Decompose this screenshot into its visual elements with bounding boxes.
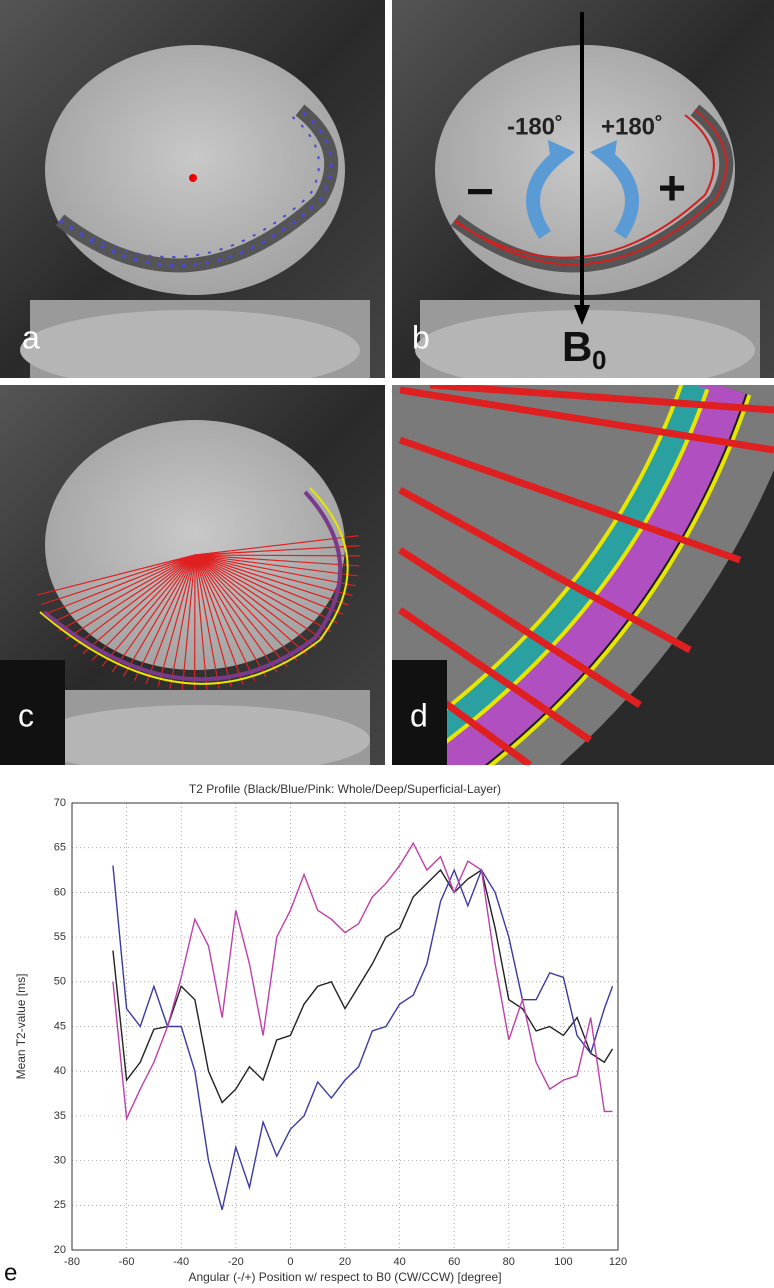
- radial-line: [194, 545, 360, 556]
- radial-line: [194, 554, 359, 577]
- radial-line: [194, 554, 308, 655]
- radial-line: [101, 554, 196, 667]
- panel-a: a: [0, 0, 385, 378]
- sign-label: +: [658, 163, 686, 216]
- radial-line: [37, 554, 196, 596]
- radial-lines: [37, 535, 360, 691]
- y-axis-label: Mean T2-value [ms]: [14, 974, 28, 1080]
- radial-line: [194, 554, 208, 690]
- radial-line: [194, 554, 332, 633]
- x-tick-label: 60: [448, 1256, 460, 1268]
- x-tick-label: 40: [393, 1256, 405, 1268]
- radial-line: [181, 554, 196, 690]
- y-tick-label: 35: [54, 1110, 66, 1122]
- angle-label: -180˚: [507, 113, 563, 140]
- x-tick-label: 120: [609, 1256, 627, 1268]
- radial-line: [194, 554, 298, 662]
- y-tick-label: 70: [54, 797, 66, 809]
- x-tick-label: 20: [339, 1256, 351, 1268]
- radial-line: [194, 554, 256, 682]
- x-axis-label: Angular (-/+) Position w/ respect to B0 …: [188, 1270, 501, 1284]
- plot-frame: [71, 802, 619, 1251]
- radial-line: [194, 554, 278, 673]
- radial-line: [157, 554, 196, 687]
- x-tick-label: 100: [554, 1256, 572, 1268]
- radial-line: [169, 554, 196, 689]
- radial-line: [51, 554, 196, 624]
- chart-title: T2 Profile (Black/Blue/Pink: Whole/Deep/…: [189, 782, 501, 796]
- y-tick-label: 60: [54, 886, 66, 898]
- radial-line: [111, 554, 196, 673]
- chart: 20 25 30 35 40 45 50 55 60 65 70 -80 -60 -40 -20 0 20 40 6…: [4, 782, 627, 1286]
- radial-line: [65, 554, 196, 640]
- radial-line: [73, 554, 196, 648]
- series-line: [112, 865, 614, 1210]
- angle-label: +180˚: [601, 113, 663, 140]
- radial-line: [194, 535, 359, 556]
- panel-label: c: [18, 697, 34, 733]
- field-subscript: 0: [592, 345, 606, 375]
- y-tick-label: 65: [54, 842, 66, 854]
- y-tick-label: 20: [54, 1244, 66, 1256]
- series-line: [112, 868, 614, 1104]
- radial-line: [82, 554, 196, 655]
- panel-label: d: [410, 697, 428, 733]
- radial-line: [122, 554, 196, 677]
- radial-line: [46, 554, 196, 615]
- panel-d: d: [392, 385, 774, 765]
- panel-label: a: [22, 319, 40, 355]
- radial-line: [194, 554, 288, 668]
- panel-b: -180˚ +180˚ − + B 0 b: [392, 0, 774, 378]
- y-tick-label: 25: [54, 1199, 66, 1211]
- sign-label: −: [466, 166, 494, 219]
- x-tick-label: -80: [64, 1256, 80, 1268]
- radial-line: [145, 554, 196, 685]
- radial-line: [194, 554, 353, 597]
- radial-line: [194, 554, 356, 587]
- radial-line: [194, 554, 267, 678]
- y-tick-label: 30: [54, 1155, 66, 1167]
- x-tick-label: -20: [228, 1256, 244, 1268]
- panel-label: e: [4, 1259, 17, 1286]
- panel-c: c: [0, 385, 385, 765]
- x-tick-label: -60: [119, 1256, 135, 1268]
- y-tick-label: 50: [54, 976, 66, 988]
- radial-line: [194, 554, 220, 689]
- radial-line: [194, 554, 360, 557]
- y-tick-label: 55: [54, 931, 66, 943]
- radial-line: [194, 554, 232, 687]
- radial-line: [194, 554, 244, 685]
- radial-line: [194, 554, 360, 567]
- x-tick-label: 80: [503, 1256, 515, 1268]
- panel-label: b: [412, 319, 430, 355]
- radial-line: [194, 554, 324, 641]
- radial-line: [194, 554, 344, 615]
- y-tick-label: 40: [54, 1065, 66, 1077]
- radial-line: [91, 554, 196, 661]
- radial-line: [133, 554, 196, 681]
- field-label: B: [562, 323, 592, 370]
- x-tick-label: -40: [173, 1256, 189, 1268]
- radial-line: [41, 554, 196, 605]
- radial-line: [194, 554, 349, 606]
- x-tick-label: 0: [287, 1256, 293, 1268]
- radial-line: [58, 554, 196, 632]
- y-tick-label: 45: [54, 1020, 66, 1032]
- radial-line: [194, 554, 338, 624]
- series-line: [112, 841, 613, 1122]
- radial-line: [194, 554, 316, 648]
